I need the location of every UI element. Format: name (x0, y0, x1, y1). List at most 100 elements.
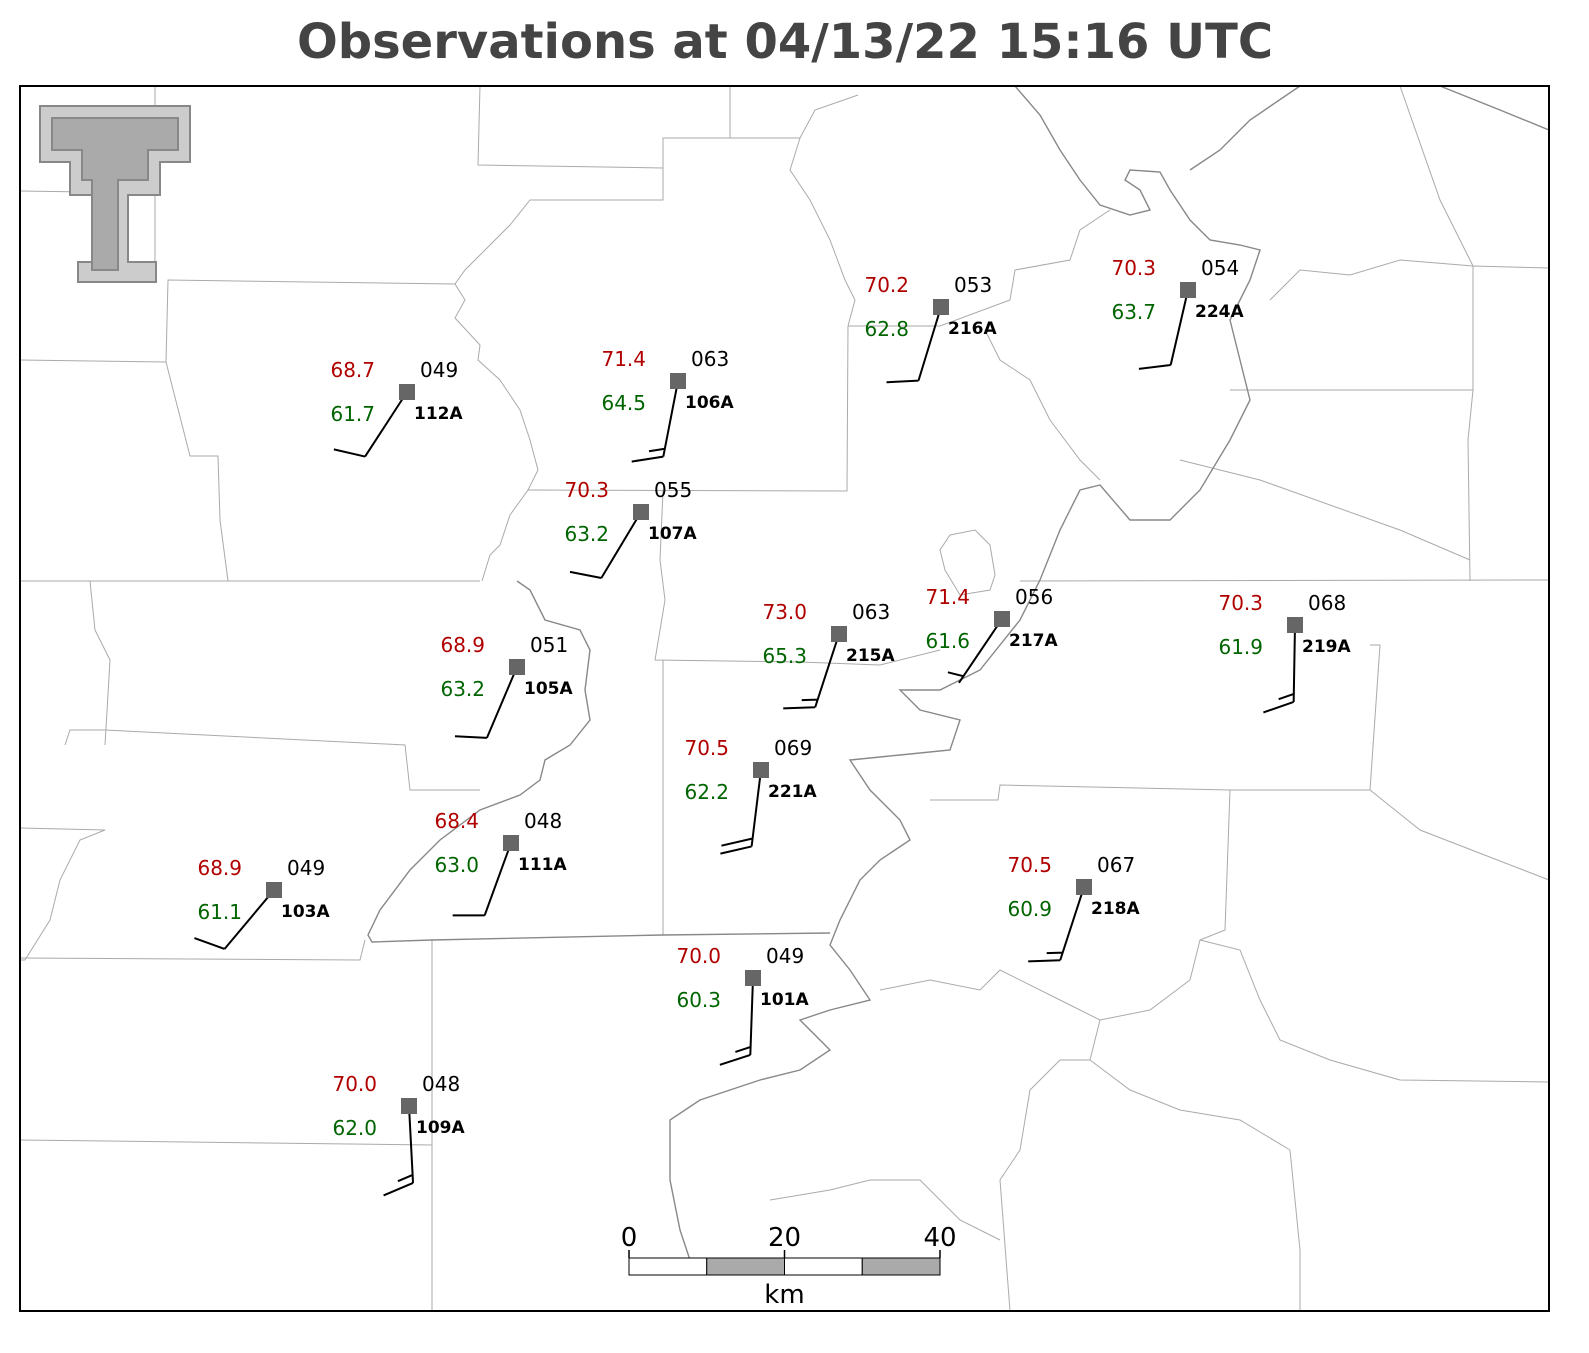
station-marker (401, 1098, 417, 1114)
scale-tick-label: 40 (923, 1223, 956, 1253)
wind-barb (1028, 886, 1085, 963)
pressure: 049 (766, 944, 804, 968)
station-id: 219A (1302, 637, 1351, 657)
station-marker (1287, 617, 1303, 633)
boundaries (19, 85, 1550, 1312)
wind-barb (452, 842, 512, 917)
temperature: 70.2 (864, 273, 909, 297)
station-marker (633, 504, 649, 520)
station: 70.3 055 63.2 107A (564, 478, 697, 579)
station-marker (1076, 879, 1092, 895)
pressure: 063 (691, 347, 729, 371)
wind-barb (947, 618, 1003, 684)
wind-barb (1138, 289, 1189, 370)
pressure: 049 (420, 358, 458, 382)
station: 70.3 054 63.7 224A (1111, 256, 1244, 370)
scale-bar: 0 20 40 km (621, 1223, 957, 1310)
station-id: 111A (518, 855, 567, 875)
stations: 68.7 049 61.7 112A 71.4 063 64.5 106A 70.3 055 63.… (194, 256, 1351, 1197)
frame (19, 85, 1550, 1312)
scale-tick-label: 0 (621, 1223, 638, 1253)
title: Observations at 04/13/22 15:16 UTC (297, 14, 1273, 70)
station: 73.0 063 65.3 215A (762, 600, 895, 710)
dewpoint: 62.8 (864, 317, 909, 341)
station-id: 107A (648, 524, 697, 544)
scale-segment (628, 1257, 708, 1276)
pressure: 063 (852, 600, 890, 624)
temperature: 70.0 (676, 944, 721, 968)
dewpoint: 63.7 (1111, 300, 1156, 324)
wind-barb (886, 306, 942, 384)
station-id: 101A (760, 990, 809, 1010)
station-id: 218A (1091, 899, 1140, 919)
wind-barb (720, 769, 762, 855)
station-marker (831, 626, 847, 642)
station-marker (266, 882, 282, 898)
station-id: 103A (281, 902, 330, 922)
dewpoint: 63.2 (564, 522, 609, 546)
pressure: 048 (422, 1072, 460, 1096)
temperature: 68.7 (330, 358, 375, 382)
station-marker (745, 970, 761, 986)
temperature: 70.3 (1218, 591, 1263, 615)
station-id: 221A (768, 782, 817, 802)
station-id: 217A (1009, 631, 1058, 651)
pressure: 054 (1201, 256, 1239, 280)
wind-barb (1263, 624, 1296, 714)
dewpoint: 60.9 (1007, 897, 1052, 921)
wind-barb (631, 380, 679, 463)
station-marker (933, 299, 949, 315)
scale-unit: km (764, 1280, 804, 1310)
temperature: 68.9 (197, 856, 242, 880)
temperature: 70.5 (1007, 853, 1052, 877)
station-id: 216A (948, 319, 997, 339)
station: 70.3 068 61.9 219A (1218, 591, 1351, 714)
station: 70.2 053 62.8 216A (864, 273, 997, 384)
station: 70.0 048 62.0 109A (332, 1072, 465, 1197)
dewpoint: 63.0 (434, 853, 479, 877)
pressure: 048 (524, 809, 562, 833)
dewpoint: 61.6 (925, 629, 970, 653)
station-marker (994, 611, 1010, 627)
station: 71.4 063 64.5 106A (601, 347, 734, 463)
station: 71.4 056 61.6 217A (925, 585, 1058, 684)
pressure: 068 (1308, 591, 1346, 615)
station-id: 224A (1195, 302, 1244, 322)
wind-barb (194, 889, 275, 950)
pressure: 067 (1097, 853, 1135, 877)
station: 70.5 067 60.9 218A (1007, 853, 1140, 963)
scale-tick-label: 20 (768, 1223, 801, 1253)
station: 68.7 049 61.7 112A (330, 358, 463, 458)
pressure: 056 (1015, 585, 1053, 609)
station-marker (753, 762, 769, 778)
temperature: 70.5 (684, 736, 729, 760)
temperature: 68.9 (440, 633, 485, 657)
dewpoint: 61.7 (330, 402, 375, 426)
temperature: 71.4 (925, 585, 970, 609)
wind-barb (454, 666, 518, 739)
wind-barb (383, 1105, 415, 1197)
scale-segment (861, 1257, 941, 1276)
dewpoint: 64.5 (601, 391, 646, 415)
wind-barb (783, 633, 840, 710)
dewpoint: 65.3 (762, 644, 807, 668)
pressure: 051 (530, 633, 568, 657)
temperature: 70.3 (1111, 256, 1156, 280)
station: 68.9 049 61.1 103A (194, 856, 330, 950)
rivers (367, 85, 1550, 1261)
station-id: 105A (524, 679, 573, 699)
temperature: 73.0 (762, 600, 807, 624)
pressure: 053 (954, 273, 992, 297)
station-marker (1180, 282, 1196, 298)
station: 68.4 048 63.0 111A (434, 809, 567, 917)
station-marker (399, 384, 415, 400)
wind-barb (333, 391, 408, 458)
temperature: 70.0 (332, 1072, 377, 1096)
dewpoint: 60.3 (676, 988, 721, 1012)
dewpoint: 62.0 (332, 1116, 377, 1140)
pressure: 069 (774, 736, 812, 760)
dewpoint: 61.1 (197, 900, 242, 924)
temperature: 70.3 (564, 478, 609, 502)
